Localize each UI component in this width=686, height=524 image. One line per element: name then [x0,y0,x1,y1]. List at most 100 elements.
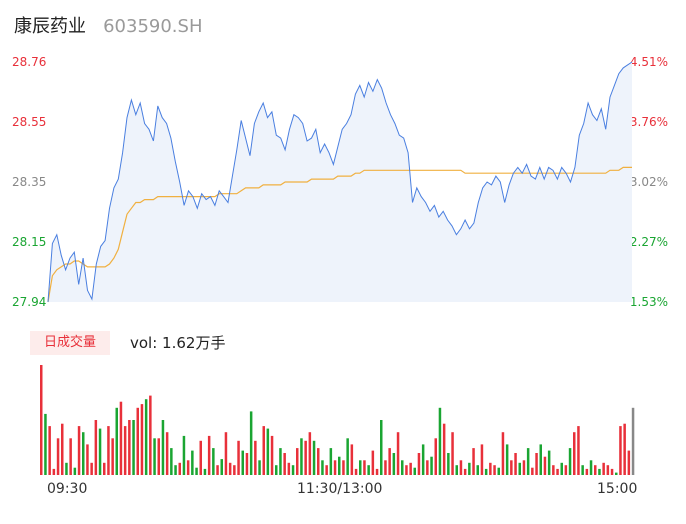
volume-bar [459,460,463,475]
volume-bar [178,462,181,475]
volume-bar [270,435,274,475]
volume-bar [338,456,341,475]
volume-bar [585,468,589,475]
volume-bar [144,399,148,475]
volume-bar [203,468,207,475]
volume-bar [568,448,572,475]
volume-bar [241,450,244,475]
volume-bar [518,462,521,475]
volume-bar [195,467,198,475]
volume-bar [291,465,295,475]
pct-label-lower: 2.27% [629,235,668,249]
volume-bar [342,460,345,475]
volume-bar [417,453,421,475]
volume-bar [329,448,333,475]
price-label-high: 28.76 [12,55,47,69]
stock-header: 康辰药业 603590.SH [14,12,203,40]
volume-bar [522,460,526,475]
volume-bar [375,468,379,475]
volume-bar [186,460,190,475]
volume-bar [224,432,228,475]
price-label-lower: 28.15 [12,235,47,249]
volume-bar [396,432,400,475]
volume-bar [371,450,375,475]
price-area-fill [48,62,632,302]
volume-bar [86,444,89,475]
volume-bar [157,438,160,475]
volume-bar [434,438,437,475]
volume-bar [430,456,433,475]
volume-bar [94,420,98,475]
volume-bar [275,465,278,475]
pct-label-high: 4.51% [629,55,668,69]
volume-bar [161,420,165,475]
volume-bar [140,404,144,475]
volume-bar [363,460,366,475]
volume-bar [266,428,270,475]
volume-bar [354,468,358,475]
volume-bar [455,465,458,475]
volume-bar [480,444,484,475]
volume-bar [388,448,391,475]
price-label-low: 27.94 [12,295,47,309]
volume-bar [199,440,202,475]
volume-bar [564,465,568,475]
time-label-open: 09:30 [47,481,88,497]
volume-bar [615,472,618,475]
volume-bar [552,465,555,475]
volume-badge[interactable]: 日成交量 [30,331,110,355]
volume-bar [426,460,429,475]
volume-bar [560,462,563,475]
volume-bar [312,440,316,475]
volume-bar [442,423,446,475]
volume-bar [493,465,496,475]
volume-bar [535,453,538,475]
volume-bar [73,467,77,475]
volume-bar [98,428,102,475]
volume-bar [321,460,324,475]
volume-bar [262,426,265,475]
volume-bar [300,438,303,475]
volume-bar [472,448,475,475]
volume-bar [438,407,442,475]
volume-bar [384,460,387,475]
volume-bar [556,468,559,475]
volume-bar [589,460,593,475]
volume-bar [484,468,488,475]
volume-bar [119,401,123,475]
volume-bar [476,465,479,475]
volume-bar [631,407,635,475]
volume-bar [191,450,194,475]
volume-bar [182,435,186,475]
volume-bar [598,468,601,475]
volume-bar [380,420,383,475]
volume-bar [510,460,513,475]
volume-bar [123,426,127,475]
volume-bar [346,438,349,475]
volume-bar [547,450,551,475]
volume-bar [594,465,597,475]
volume-bar [304,440,307,475]
volume-bar [627,450,631,475]
volume-bar [505,444,509,475]
volume-bar [107,426,110,475]
volume-bar [539,444,542,475]
volume-bar [165,432,169,475]
volume-bar [367,465,370,475]
volume-bar [359,460,362,475]
average-price-line [47,166,632,303]
volume-bar [619,426,622,475]
volume-bar [153,438,156,475]
volume-value: vol: 1.62万手 [130,334,226,352]
volume-bar [451,432,454,475]
volume-bar [207,435,211,475]
volume-bar [44,413,47,475]
volume-bar [421,444,425,475]
volume-bar [577,426,580,475]
volume-bar [65,462,68,475]
volume-bar [40,365,43,475]
volume-bar [308,432,312,475]
volume-bar [409,462,412,475]
volume-bar [610,468,614,475]
